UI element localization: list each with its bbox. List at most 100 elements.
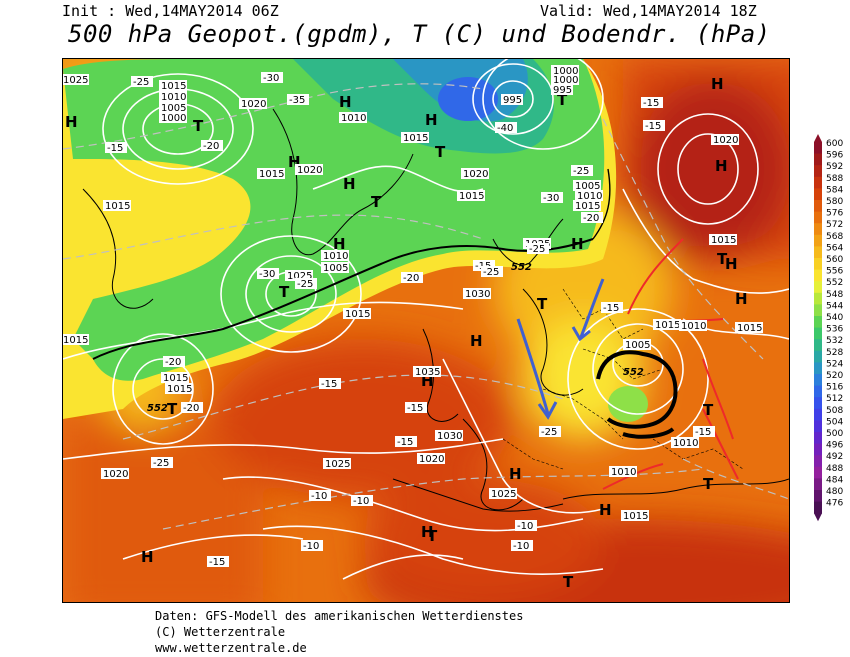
isobar-label-box <box>321 250 349 261</box>
isobar-label-box <box>463 288 491 299</box>
temperature-label-box <box>401 272 423 283</box>
isobar-label-box <box>621 510 649 521</box>
high-pressure-marker: H <box>141 548 154 566</box>
isobar-label: 1010 <box>161 92 186 103</box>
isobar-label: 1010 <box>341 113 366 124</box>
isobar-label-box <box>323 458 351 469</box>
legend-swatch <box>814 211 822 224</box>
isobar-label-box <box>653 319 681 330</box>
isobar-label-box <box>321 262 349 273</box>
cutoff-low <box>608 386 648 422</box>
temperature-label-box <box>601 302 623 313</box>
temperature-label: -20 <box>165 357 181 368</box>
temperature-label-box <box>261 72 283 83</box>
temperature-label-box <box>105 142 127 153</box>
legend-swatch <box>814 408 822 421</box>
isobar-label-box <box>413 366 441 377</box>
high-pressure-marker: H <box>333 235 346 253</box>
isobar-label: 1020 <box>419 454 444 465</box>
isobar-label-box <box>165 383 193 394</box>
isobar-label: 1010 <box>673 438 698 449</box>
isobar-label: 1015 <box>737 323 762 334</box>
isotherms <box>63 83 789 530</box>
isobar-label: 1000 <box>553 75 578 86</box>
credit-line-2: (C) Wetterzentrale <box>155 625 286 639</box>
high-pressure-marker: H <box>343 175 356 193</box>
isobar-label-box <box>103 200 131 211</box>
isobar-label-box <box>417 453 445 464</box>
temperature-label: -10 <box>517 521 533 532</box>
low-pressure-marker: T <box>167 400 178 418</box>
isobar-label-box <box>295 164 323 175</box>
map-title: 500 hPa Geopot.(gpdm), T (C) und Bodendr… <box>68 20 771 48</box>
isobar-label-box <box>575 190 603 201</box>
temperature-label: -10 <box>303 541 319 552</box>
isobar-label: 1030 <box>437 431 462 442</box>
high-pressure-marker: H <box>421 523 434 541</box>
isobar-label-box <box>735 322 763 333</box>
isobar-label-box <box>709 234 737 245</box>
isobar-label-box <box>239 98 267 109</box>
legend-label: 584 <box>826 185 843 195</box>
isobar-label: 1015 <box>161 81 186 92</box>
isobar-label-box <box>63 334 89 345</box>
legend-swatch <box>814 350 822 363</box>
geopotential-label: 552 <box>623 367 644 378</box>
temperature-label: -15 <box>209 557 225 568</box>
low-pressure-marker: T <box>563 573 574 591</box>
temperature-label-box <box>511 540 533 551</box>
isobar-label: 1015 <box>403 133 428 144</box>
legend-label: 532 <box>826 336 843 346</box>
low-pressure-marker: T <box>193 117 204 135</box>
legend-label: 548 <box>826 290 843 300</box>
isobar-label: 1015 <box>163 373 188 384</box>
legend-swatch <box>814 478 822 491</box>
temperature-label: -30 <box>543 193 559 204</box>
temperature-label: -35 <box>289 95 305 106</box>
legend-label: 492 <box>826 452 843 462</box>
temperature-label-box <box>309 490 331 501</box>
high-pressure-marker: H <box>735 290 748 308</box>
geopotential-label: 552 <box>147 403 168 414</box>
isobar-label-box <box>489 488 517 499</box>
isobar-label-box <box>343 308 371 319</box>
temperature-label: -20 <box>583 213 599 224</box>
geopotential-legend: 600 596 592 588 584 580 576 572 568 564 560 556 552 5… <box>812 134 850 522</box>
legend-swatch <box>814 188 822 201</box>
isobar-label: 1025 <box>491 489 516 500</box>
temperature-label-box <box>395 436 417 447</box>
legend-swatch <box>814 269 822 282</box>
isobar-label: 1000 <box>553 66 578 77</box>
high-pressure-marker: H <box>725 255 738 273</box>
low-pressure-marker: T <box>371 193 382 211</box>
temperature-label-box <box>495 122 517 133</box>
temperature-label-box <box>151 457 173 468</box>
legend-label: 508 <box>826 406 843 416</box>
temperature-label-box <box>641 97 663 108</box>
isobar-label-box <box>159 80 187 91</box>
legend-swatch <box>814 455 822 468</box>
isobar-label: 1005 <box>625 340 650 351</box>
legend-label: 496 <box>826 441 843 451</box>
temperature-label-box <box>163 356 185 367</box>
temperature-label-box <box>527 243 549 254</box>
temperature-label: -20 <box>403 273 419 284</box>
temperature-label: -20 <box>203 141 219 152</box>
legend-label: 596 <box>826 151 843 161</box>
isobar-label: 1015 <box>655 320 680 331</box>
init-time: Init : Wed,14MAY2014 06Z <box>62 2 279 20</box>
isobar-label-box <box>159 91 187 102</box>
isobar-label-box <box>501 94 523 105</box>
temperature-label-box <box>201 140 223 151</box>
temperature-label: -20 <box>183 403 199 414</box>
isobar-label-box <box>401 132 429 143</box>
legend-swatch <box>814 153 822 166</box>
isobar-label: 1030 <box>465 289 490 300</box>
legend-swatch <box>814 362 822 375</box>
isobar-label-box <box>671 437 699 448</box>
high-pressure-marker: H <box>571 235 584 253</box>
temperature-label-box <box>581 212 603 223</box>
legend-swatch <box>814 258 822 271</box>
isobar-label-box <box>339 112 367 123</box>
legend-swatch <box>814 200 822 213</box>
